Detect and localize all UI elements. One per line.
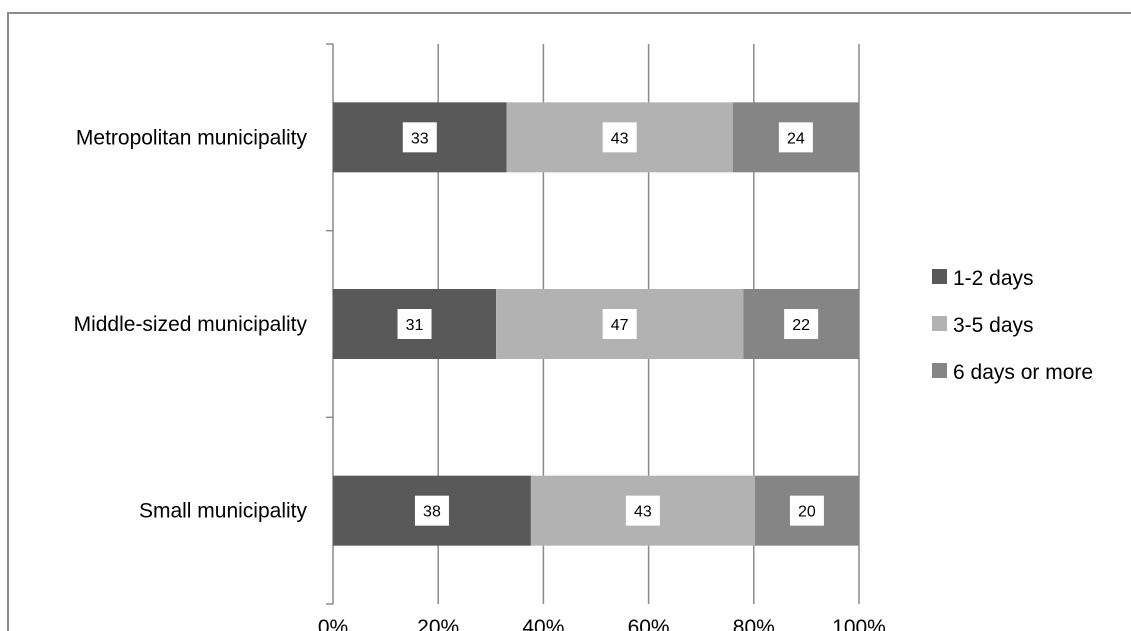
- data-label-box: [789, 495, 824, 526]
- x-tick-label: 100%: [832, 616, 886, 631]
- data-label: 43: [611, 130, 629, 147]
- data-label: 24: [787, 130, 805, 147]
- data-label: 47: [611, 317, 629, 334]
- data-label-box: [414, 495, 449, 526]
- legend-swatch: [932, 269, 947, 284]
- data-label-box: [402, 122, 437, 153]
- legend-label: 1-2 days: [953, 267, 1034, 290]
- x-tick-label: 40%: [522, 616, 564, 631]
- legend-label: 6 days or more: [953, 361, 1093, 384]
- data-label-box: [602, 122, 637, 153]
- data-label: 43: [634, 504, 652, 521]
- data-label-box: [625, 495, 660, 526]
- data-label-box: [397, 309, 432, 339]
- chart-frame: [7, 12, 1131, 631]
- data-label: 31: [406, 317, 424, 334]
- legend-swatch: [932, 363, 947, 378]
- data-label: 33: [411, 130, 429, 147]
- category-label: Metropolitan municipality: [76, 126, 308, 149]
- data-label-box: [778, 122, 813, 153]
- data-label: 38: [423, 504, 441, 521]
- x-tick-label: 0%: [318, 616, 348, 631]
- data-label-box: [784, 309, 819, 339]
- x-tick-label: 60%: [628, 616, 670, 631]
- data-label: 20: [798, 504, 816, 521]
- data-label: 22: [792, 317, 810, 334]
- x-tick-label: 80%: [733, 616, 775, 631]
- legend-swatch: [932, 316, 947, 331]
- data-label-box: [602, 309, 637, 339]
- x-tick-label: 20%: [417, 616, 459, 631]
- category-label: Small municipality: [139, 500, 308, 523]
- legend-label: 3-5 days: [953, 314, 1034, 337]
- category-label: Middle-sized municipality: [74, 313, 308, 336]
